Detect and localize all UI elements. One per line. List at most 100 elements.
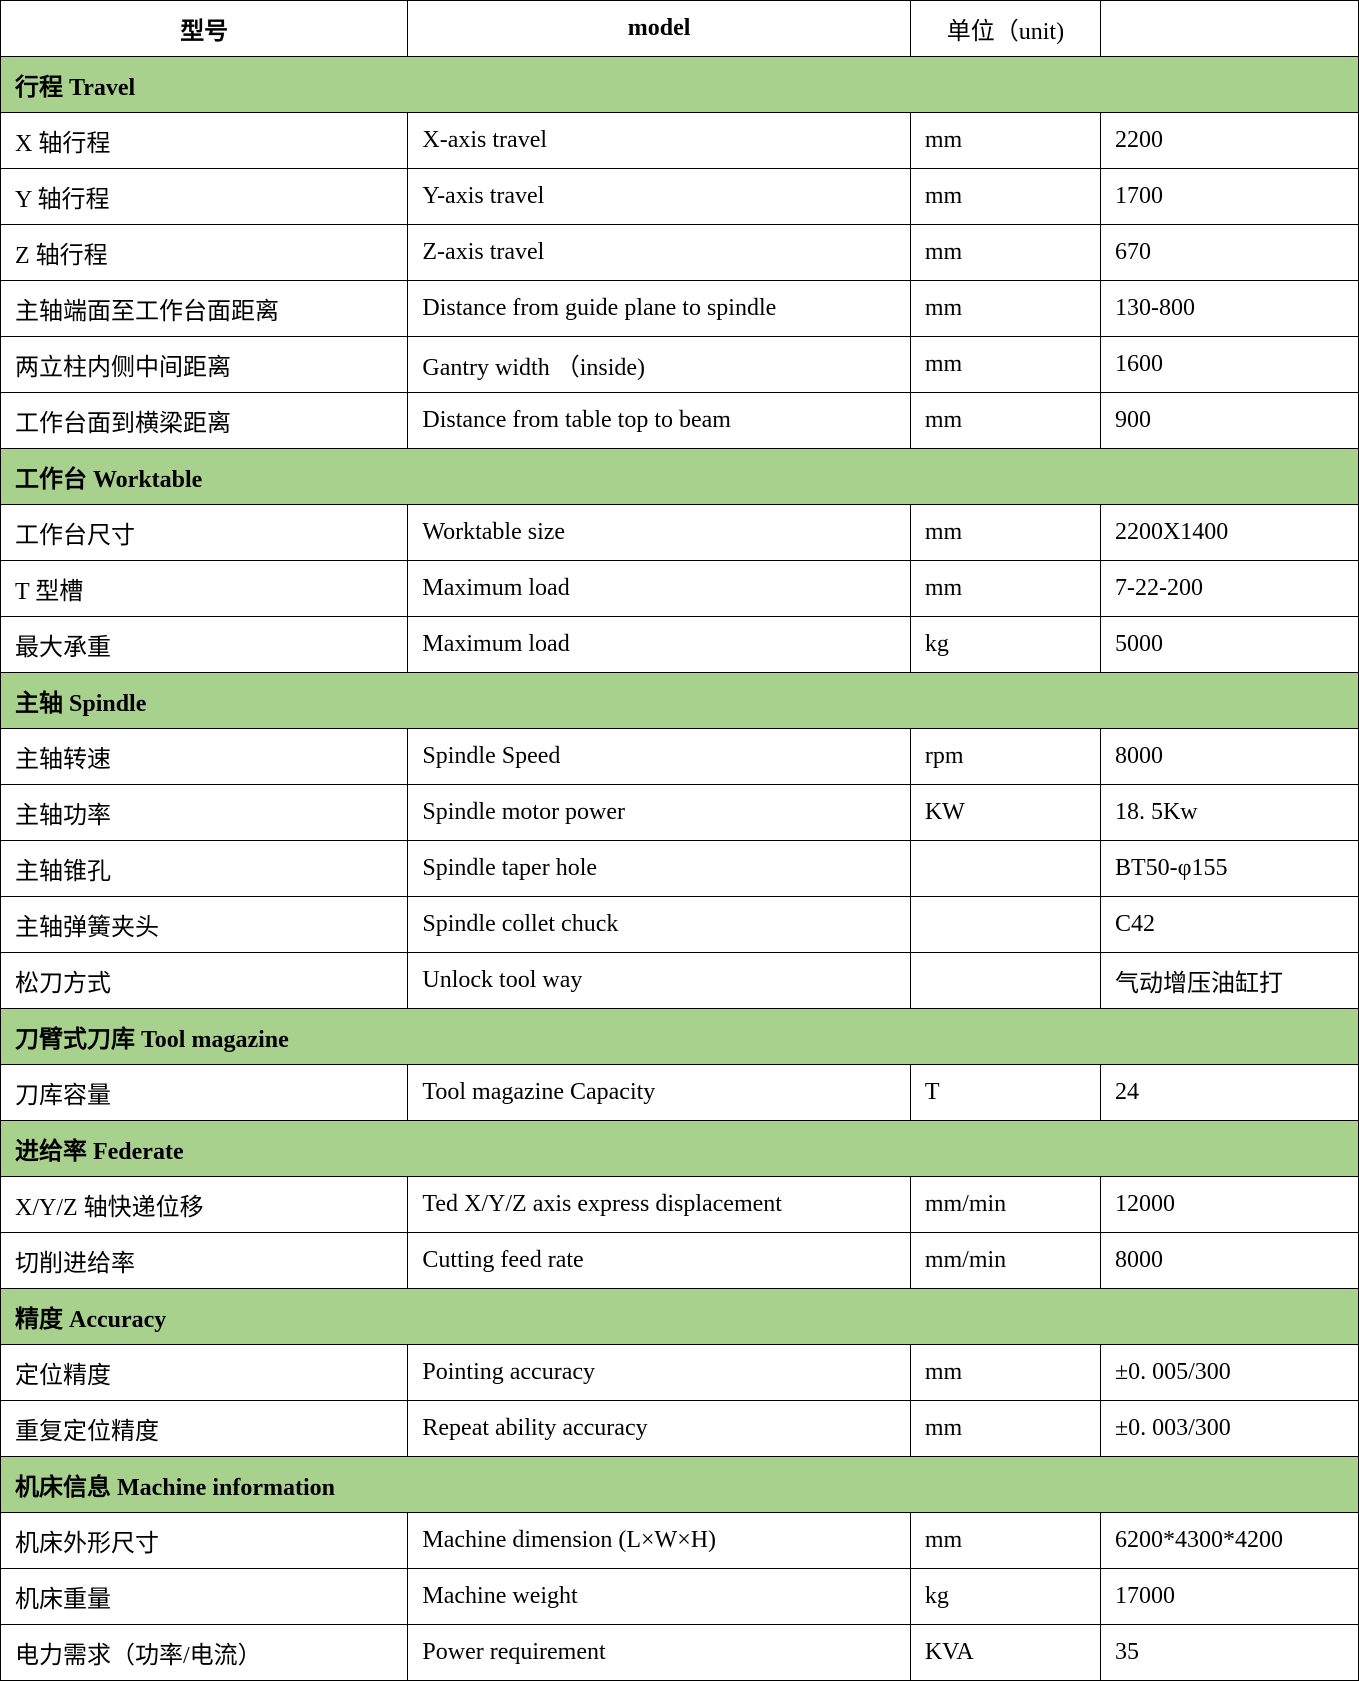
section-title: 刀臂式刀库 Tool magazine <box>1 1009 1359 1065</box>
cell-en: Ted X/Y/Z axis express displacement <box>408 1177 910 1233</box>
cell-unit <box>910 953 1100 1009</box>
cell-value: 12000 <box>1100 1177 1358 1233</box>
cell-value: 1700 <box>1100 169 1358 225</box>
cell-cn: 定位精度 <box>1 1345 408 1401</box>
cell-value: 8000 <box>1100 1233 1358 1289</box>
cell-cn: X/Y/Z 轴快递位移 <box>1 1177 408 1233</box>
cell-cn: 重复定位精度 <box>1 1401 408 1457</box>
cell-en: Repeat ability accuracy <box>408 1401 910 1457</box>
section-title: 进给率 Federate <box>1 1121 1359 1177</box>
cell-cn: 切削进给率 <box>1 1233 408 1289</box>
cell-en: Distance from guide plane to spindle <box>408 281 910 337</box>
cell-value: 2200 <box>1100 113 1358 169</box>
cell-unit: mm <box>910 505 1100 561</box>
cell-unit <box>910 841 1100 897</box>
cell-en: Distance from table top to beam <box>408 393 910 449</box>
cell-unit <box>910 897 1100 953</box>
cell-value: BT50-φ155 <box>1100 841 1358 897</box>
cell-en: Maximum load <box>408 617 910 673</box>
cell-en: Worktable size <box>408 505 910 561</box>
cell-unit: mm <box>910 1345 1100 1401</box>
cell-cn: 工作台尺寸 <box>1 505 408 561</box>
table-row: 机床重量Machine weightkg17000 <box>1 1569 1359 1625</box>
cell-value: 8000 <box>1100 729 1358 785</box>
table-row: 主轴转速Spindle Speedrpm8000 <box>1 729 1359 785</box>
table-row: 主轴弹簧夹头Spindle collet chuckC42 <box>1 897 1359 953</box>
cell-cn: 主轴弹簧夹头 <box>1 897 408 953</box>
cell-unit: mm <box>910 337 1100 393</box>
cell-value: 7-22-200 <box>1100 561 1358 617</box>
header-col-en: model <box>408 1 910 57</box>
table-row: X 轴行程X-axis travelmm2200 <box>1 113 1359 169</box>
cell-cn: 主轴功率 <box>1 785 408 841</box>
cell-value: 130-800 <box>1100 281 1358 337</box>
cell-unit: mm <box>910 1513 1100 1569</box>
cell-cn: 电力需求（功率/电流） <box>1 1625 408 1681</box>
cell-unit: mm <box>910 393 1100 449</box>
table-row: 两立柱内侧中间距离Gantry width （inside)mm1600 <box>1 337 1359 393</box>
cell-en: Power requirement <box>408 1625 910 1681</box>
cell-value: ±0. 003/300 <box>1100 1401 1358 1457</box>
cell-en: Y-axis travel <box>408 169 910 225</box>
section-row: 行程 Travel <box>1 57 1359 113</box>
section-title: 行程 Travel <box>1 57 1359 113</box>
section-row: 主轴 Spindle <box>1 673 1359 729</box>
cell-en: Gantry width （inside) <box>408 337 910 393</box>
cell-value: 900 <box>1100 393 1358 449</box>
cell-value: 2200X1400 <box>1100 505 1358 561</box>
table-row: 电力需求（功率/电流）Power requirementKVA35 <box>1 1625 1359 1681</box>
table-row: Z 轴行程Z-axis travelmm670 <box>1 225 1359 281</box>
cell-value: ±0. 005/300 <box>1100 1345 1358 1401</box>
cell-value: 5000 <box>1100 617 1358 673</box>
section-title: 工作台 Worktable <box>1 449 1359 505</box>
cell-cn: Z 轴行程 <box>1 225 408 281</box>
cell-cn: 最大承重 <box>1 617 408 673</box>
cell-unit: mm <box>910 1401 1100 1457</box>
cell-en: Unlock tool way <box>408 953 910 1009</box>
table-row: 工作台面到横梁距离Distance from table top to beam… <box>1 393 1359 449</box>
cell-value: 670 <box>1100 225 1358 281</box>
cell-unit: mm <box>910 113 1100 169</box>
cell-unit: KVA <box>910 1625 1100 1681</box>
cell-en: X-axis travel <box>408 113 910 169</box>
table-row: 重复定位精度Repeat ability accuracymm±0. 003/3… <box>1 1401 1359 1457</box>
cell-value: 气动增压油缸打 <box>1100 953 1358 1009</box>
cell-cn: 刀库容量 <box>1 1065 408 1121</box>
header-col-unit: 单位（unit) <box>910 1 1100 57</box>
table-row: 主轴锥孔Spindle taper holeBT50-φ155 <box>1 841 1359 897</box>
cell-unit: mm/min <box>910 1233 1100 1289</box>
header-col-cn: 型号 <box>1 1 408 57</box>
cell-cn: T 型槽 <box>1 561 408 617</box>
cell-unit: rpm <box>910 729 1100 785</box>
table-row: 工作台尺寸Worktable sizemm2200X1400 <box>1 505 1359 561</box>
cell-en: Cutting feed rate <box>408 1233 910 1289</box>
table-row: 机床外形尺寸Machine dimension (L×W×H)mm6200*43… <box>1 1513 1359 1569</box>
cell-unit: kg <box>910 617 1100 673</box>
section-row: 精度 Accuracy <box>1 1289 1359 1345</box>
cell-value: 17000 <box>1100 1569 1358 1625</box>
cell-unit: mm <box>910 169 1100 225</box>
spec-table: 型号model单位（unit)行程 TravelX 轴行程X-axis trav… <box>0 0 1359 1681</box>
cell-cn: 机床外形尺寸 <box>1 1513 408 1569</box>
cell-en: Spindle motor power <box>408 785 910 841</box>
cell-cn: 机床重量 <box>1 1569 408 1625</box>
section-row: 工作台 Worktable <box>1 449 1359 505</box>
table-row: T 型槽Maximum loadmm7-22-200 <box>1 561 1359 617</box>
cell-en: Spindle Speed <box>408 729 910 785</box>
cell-value: 1600 <box>1100 337 1358 393</box>
cell-cn: 主轴锥孔 <box>1 841 408 897</box>
section-row: 机床信息 Machine information <box>1 1457 1359 1513</box>
section-row: 刀臂式刀库 Tool magazine <box>1 1009 1359 1065</box>
table-row: 刀库容量Tool magazine CapacityT24 <box>1 1065 1359 1121</box>
cell-cn: X 轴行程 <box>1 113 408 169</box>
section-title: 精度 Accuracy <box>1 1289 1359 1345</box>
header-col-value <box>1100 1 1358 57</box>
cell-unit: mm/min <box>910 1177 1100 1233</box>
cell-cn: Y 轴行程 <box>1 169 408 225</box>
cell-cn: 主轴转速 <box>1 729 408 785</box>
cell-cn: 松刀方式 <box>1 953 408 1009</box>
table-row: 切削进给率Cutting feed ratemm/min8000 <box>1 1233 1359 1289</box>
cell-value: 6200*4300*4200 <box>1100 1513 1358 1569</box>
table-row: 主轴功率Spindle motor powerKW18. 5Kw <box>1 785 1359 841</box>
section-title: 机床信息 Machine information <box>1 1457 1359 1513</box>
